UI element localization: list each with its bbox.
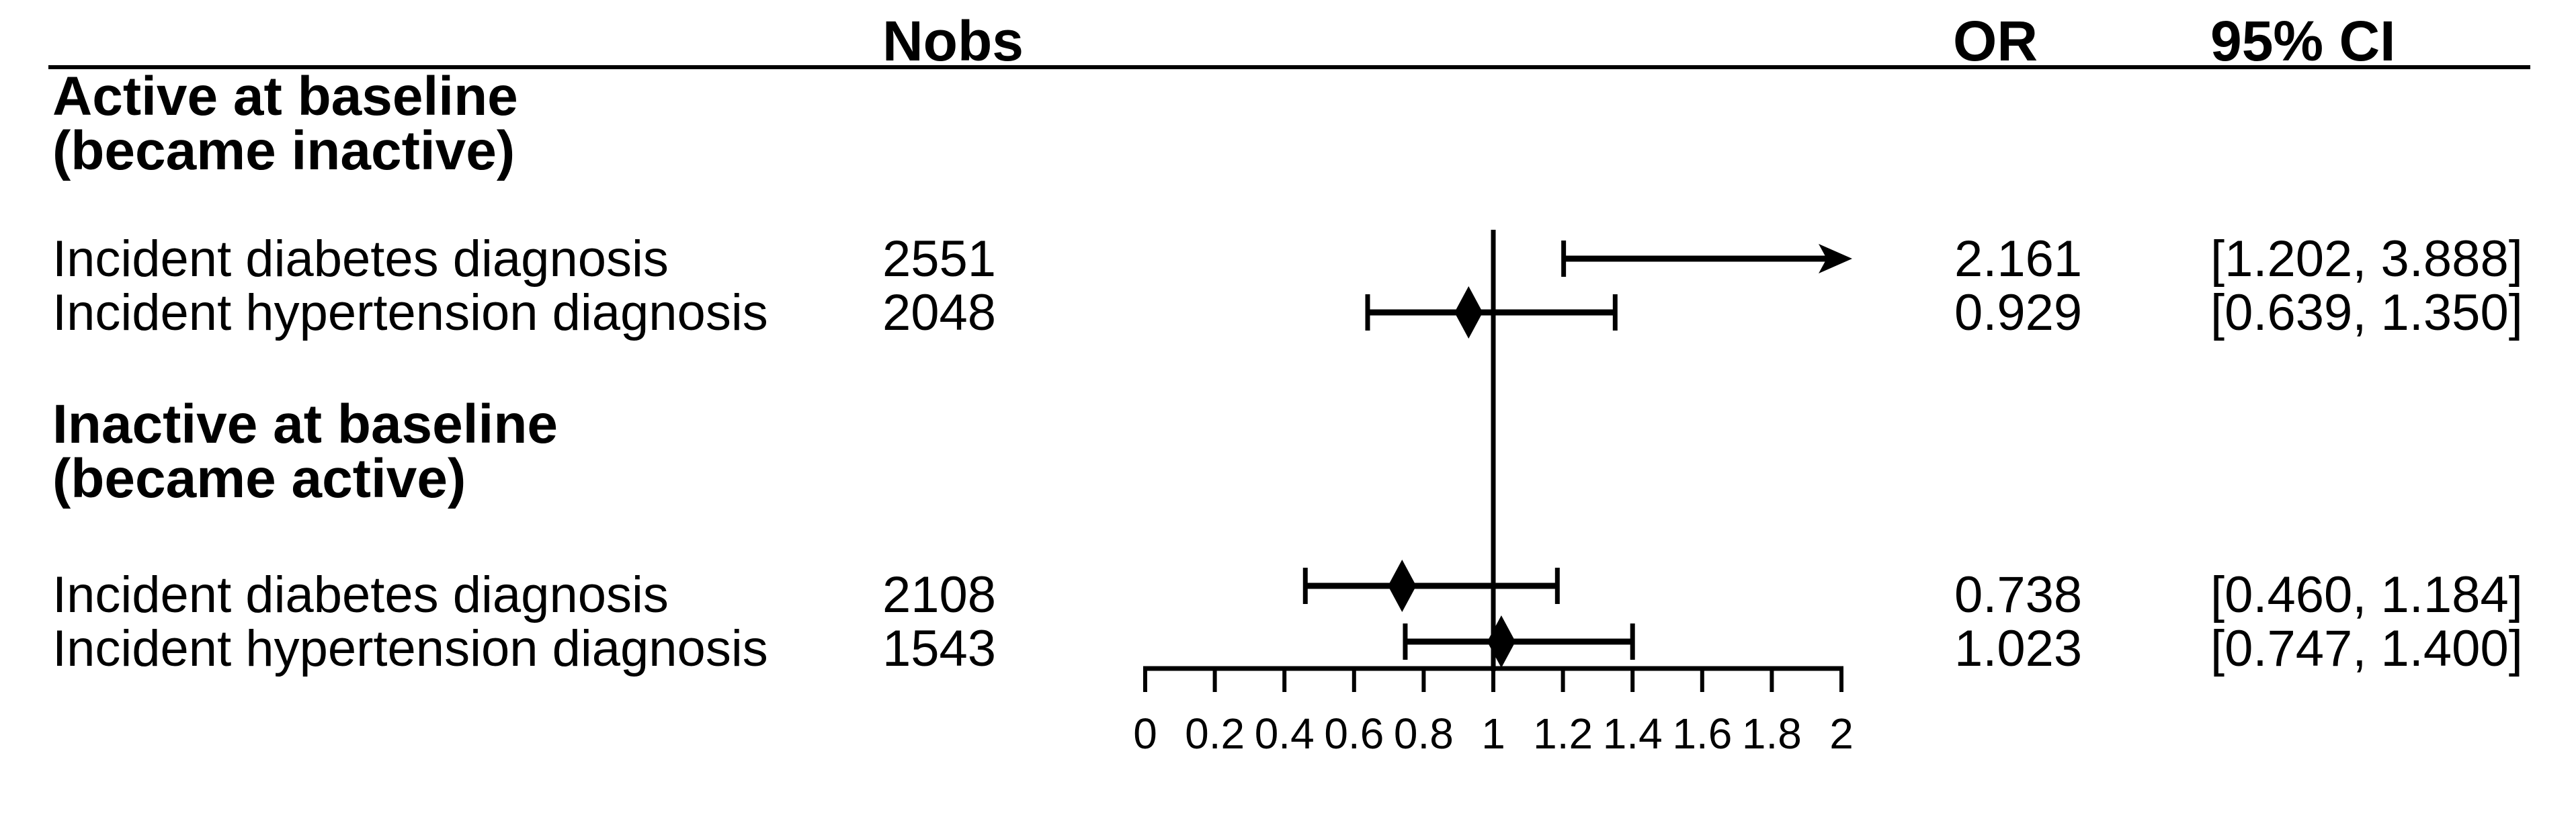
or-diamond-marker xyxy=(1388,560,1417,612)
x-axis-tick-label: 1 xyxy=(1481,709,1505,758)
x-axis-tick-label: 0.2 xyxy=(1185,709,1245,758)
x-axis-tick-label: 1.8 xyxy=(1742,709,1802,758)
group-header-line: Active at baseline xyxy=(52,66,518,127)
row-or: 2.161 xyxy=(1954,230,2083,288)
header-divider xyxy=(48,65,2530,69)
x-axis-tick-label: 2 xyxy=(1829,709,1854,758)
group-header-inactive-baseline: Inactive at baseline (became active) xyxy=(52,394,558,509)
row-nobs: 2048 xyxy=(882,284,997,341)
or-diamond-marker xyxy=(1487,615,1515,668)
group-header-line: (became inactive) xyxy=(52,120,515,181)
group-header-line: Inactive at baseline xyxy=(52,394,558,455)
x-axis-tick-label: 0.4 xyxy=(1255,709,1315,758)
x-axis-tick-label: 0 xyxy=(1133,709,1157,758)
group-header-line: (became active) xyxy=(52,448,466,509)
column-header-or: OR xyxy=(1953,9,2038,73)
column-header-nobs: Nobs xyxy=(882,9,1024,73)
x-axis-tick-label: 0.8 xyxy=(1394,709,1454,758)
x-axis-tick-label: 0.6 xyxy=(1324,709,1384,758)
row-ci: [1.202, 3.888] xyxy=(2210,230,2523,288)
row-nobs: 1543 xyxy=(882,620,997,677)
or-diamond-marker xyxy=(1454,286,1483,339)
x-axis-tick-label: 1.2 xyxy=(1533,709,1593,758)
row-ci: [0.460, 1.184] xyxy=(2210,566,2523,623)
row-label: Incident diabetes diagnosis xyxy=(52,566,669,623)
row-ci: [0.639, 1.350] xyxy=(2210,284,2523,341)
row-or: 0.929 xyxy=(1954,284,2083,341)
row-nobs: 2551 xyxy=(882,230,997,288)
row-nobs: 2108 xyxy=(882,566,997,623)
group-header-active-baseline: Active at baseline (became inactive) xyxy=(52,66,518,181)
row-ci: [0.747, 1.400] xyxy=(2210,620,2523,677)
row-or: 1.023 xyxy=(1954,620,2083,677)
row-label: Incident hypertension diagnosis xyxy=(52,620,768,677)
row-label: Incident hypertension diagnosis xyxy=(52,284,768,341)
row-label: Incident diabetes diagnosis xyxy=(52,230,669,288)
row-or: 0.738 xyxy=(1954,566,2083,623)
column-header-ci: 95% CI xyxy=(2210,9,2396,73)
ci-arrowhead-right xyxy=(1819,244,1852,273)
x-axis-tick-label: 1.4 xyxy=(1603,709,1663,758)
x-axis-tick-label: 1.6 xyxy=(1672,709,1732,758)
